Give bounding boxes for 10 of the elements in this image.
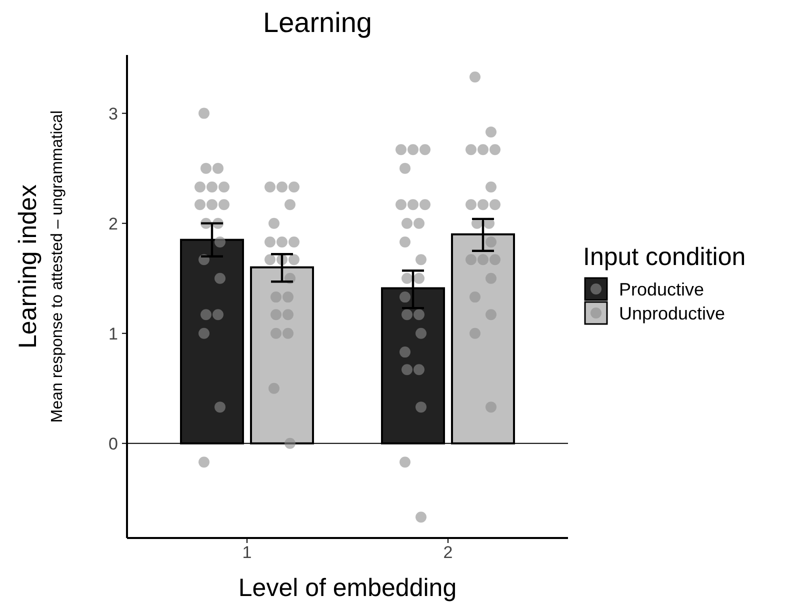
chart-title: Learning xyxy=(263,7,372,38)
y-tick-label: 0 xyxy=(108,434,118,454)
x-axis-title: Level of embedding xyxy=(238,574,457,602)
y-tick-label: 1 xyxy=(108,324,118,344)
legend-label: Unproductive xyxy=(619,303,726,324)
y-tick-label: 2 xyxy=(108,214,118,234)
legend-label: Productive xyxy=(619,279,704,300)
legend-title: Input condition xyxy=(583,243,746,271)
y-tick-label: 3 xyxy=(108,104,118,124)
y-axis-title: Learning index Mean response to attested – ungrammatical xyxy=(14,110,66,423)
